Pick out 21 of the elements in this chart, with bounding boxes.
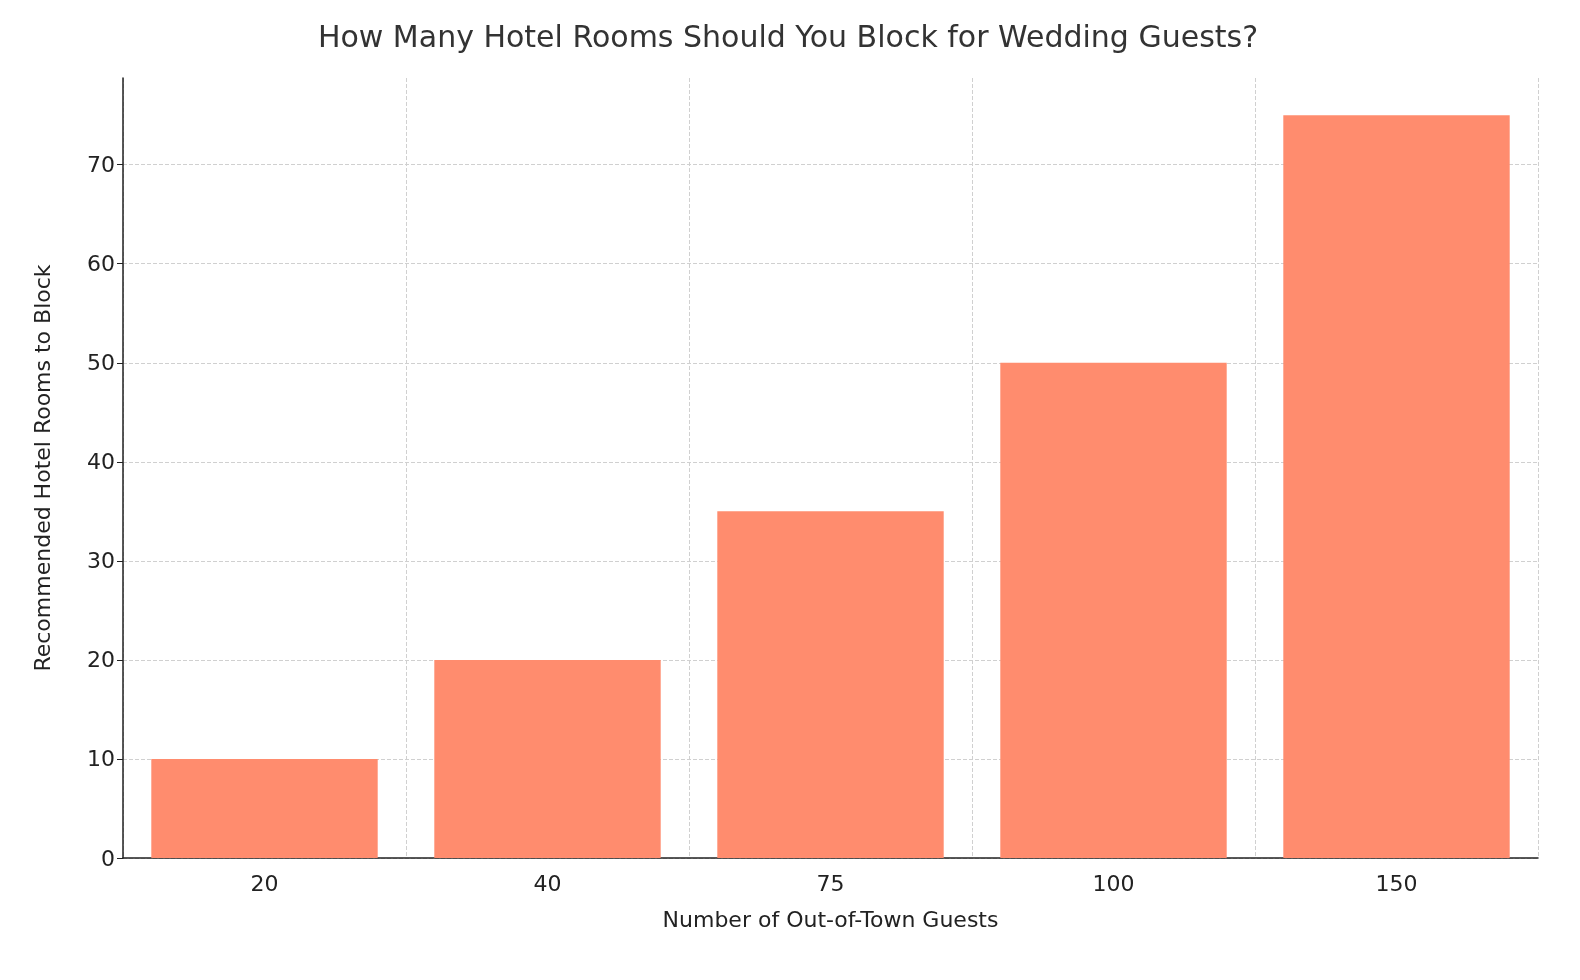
x-tick-label: 150 xyxy=(1375,870,1418,896)
y-tick-label: 60 xyxy=(87,251,115,277)
chart-title: How Many Hotel Rooms Should You Block for Wedding Guests? xyxy=(317,18,1259,54)
x-tick-label: 100 xyxy=(1092,870,1135,896)
y-tick-label: 40 xyxy=(87,449,115,475)
bar xyxy=(151,758,378,858)
y-tick-label: 10 xyxy=(87,746,115,772)
x-tick-label: 40 xyxy=(533,870,562,896)
bar xyxy=(434,659,661,858)
bar xyxy=(1283,115,1510,858)
bar xyxy=(717,511,944,858)
y-axis-title: Recommended Hotel Rooms to Block xyxy=(29,264,55,672)
x-tick-label: 20 xyxy=(250,870,279,896)
y-tick-label: 50 xyxy=(87,350,115,376)
y-tick-label: 70 xyxy=(87,152,115,178)
x-axis-title: Number of Out-of-Town Guests xyxy=(662,906,999,932)
y-tick-label: 20 xyxy=(87,647,115,673)
bar xyxy=(1000,362,1227,858)
y-tick-label: 30 xyxy=(87,548,115,574)
x-tick-label: 75 xyxy=(816,870,845,896)
y-tick-label: 0 xyxy=(101,845,115,871)
